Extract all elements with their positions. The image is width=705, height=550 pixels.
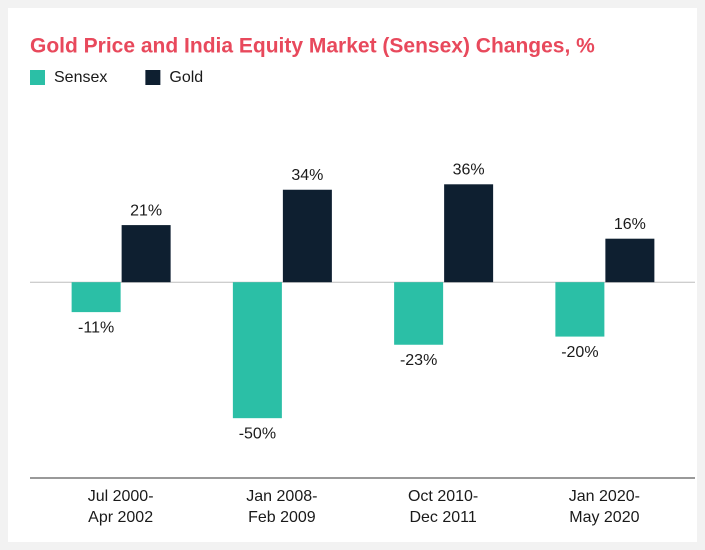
bar xyxy=(71,282,121,313)
bar xyxy=(444,184,494,283)
x-tick-label: Dec 2011 xyxy=(409,509,476,526)
bar xyxy=(555,282,605,337)
x-tick-label: Feb 2009 xyxy=(248,509,316,526)
x-tick-label: Apr 2002 xyxy=(88,509,153,526)
data-label: -20% xyxy=(561,344,598,361)
legend-swatch xyxy=(145,70,161,85)
bar xyxy=(232,282,282,419)
bar xyxy=(121,225,171,283)
legend-swatch xyxy=(30,70,45,85)
card xyxy=(8,8,697,542)
bar xyxy=(605,238,655,283)
bar xyxy=(394,282,444,345)
data-label: -23% xyxy=(400,352,437,369)
x-tick-label: Jul 2000- xyxy=(88,488,154,505)
x-tick-label: Jan 2008- xyxy=(246,488,317,505)
data-label: -11% xyxy=(78,319,114,336)
data-label: -50% xyxy=(239,425,276,442)
data-label: 21% xyxy=(130,202,162,219)
legend-label: Sensex xyxy=(54,69,107,86)
x-tick-label: Oct 2010- xyxy=(408,488,478,505)
x-tick-label: Jan 2020- xyxy=(569,488,640,505)
data-label: 36% xyxy=(453,162,485,179)
data-label: 34% xyxy=(291,167,323,184)
legend-label: Gold xyxy=(169,69,203,86)
bar xyxy=(282,189,332,283)
data-label: 16% xyxy=(614,216,646,233)
x-tick-label: May 2020 xyxy=(569,509,639,526)
chart-title: Gold Price and India Equity Market (Sens… xyxy=(30,35,595,58)
